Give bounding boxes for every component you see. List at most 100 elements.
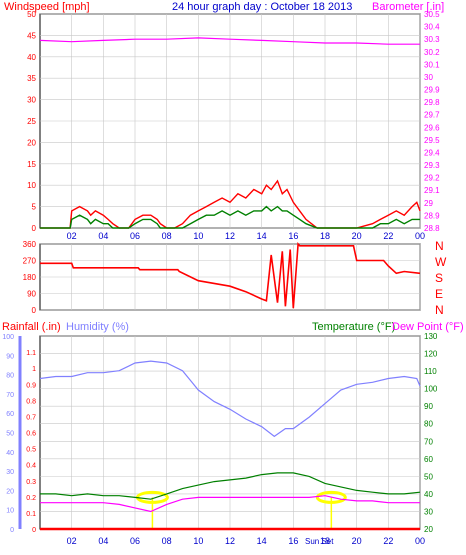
rain-y-tick-label: 0.1 xyxy=(26,511,36,518)
humidity-y-tick-label: 90 xyxy=(6,353,14,360)
humidity-y-tick-label: 60 xyxy=(6,411,14,418)
rain-y-tick-label: 0.3 xyxy=(26,479,36,486)
compass-letter-n-top: N xyxy=(435,239,444,253)
series-line-dir xyxy=(40,242,421,309)
wind-y-tick-label: 45 xyxy=(27,31,36,40)
series-line-wind xyxy=(40,205,420,229)
humidity-y-tick-label: 70 xyxy=(6,392,14,399)
humidity-y-tick-label: 30 xyxy=(6,469,14,476)
baro-y-tick-label: 29.1 xyxy=(424,186,440,195)
baro-y-tick-label: 28.8 xyxy=(424,224,440,233)
wind-x-tick-label: 10 xyxy=(193,231,203,241)
rain-y-tick-label: 0.6 xyxy=(26,431,36,438)
temperature-y-tick-label: 110 xyxy=(424,367,437,376)
wind-x-tick-label: 14 xyxy=(257,231,267,241)
series-line-temperature xyxy=(40,472,421,500)
baro-y-tick-label: 28.9 xyxy=(424,211,440,220)
wind-y-tick-label: 15 xyxy=(27,160,36,169)
humidity-y-tick-label: 80 xyxy=(6,373,14,380)
climate-x-tick-label: 02 xyxy=(67,536,77,546)
baro-y-tick-label: 29.4 xyxy=(424,148,440,157)
climate-x-tick-label: 14 xyxy=(257,536,267,546)
wind-x-tick-label: 04 xyxy=(98,231,108,241)
wind-x-tick-label: 02 xyxy=(67,231,77,241)
climate-x-tick-label: 22 xyxy=(383,536,393,546)
temperature-axis-label: Temperature (°F) xyxy=(312,321,395,333)
rainfall-axis-label: Rainfall (.in) xyxy=(2,321,61,333)
climate-x-tick-label: 04 xyxy=(98,536,108,546)
baro-y-tick-label: 30.1 xyxy=(424,60,440,69)
humidity-y-tick-label: 20 xyxy=(6,488,14,495)
wind-x-tick-label: 08 xyxy=(162,231,172,241)
direction-y-tick-label: 180 xyxy=(23,273,37,282)
baro-y-tick-label: 29.3 xyxy=(424,161,440,170)
wind-y-tick-label: 20 xyxy=(27,138,36,147)
direction-y-tick-label: 90 xyxy=(27,290,36,299)
baro-y-tick-label: 30.2 xyxy=(424,48,440,57)
wind-y-tick-label: 35 xyxy=(27,74,36,83)
wind-x-tick-label: 18 xyxy=(320,231,330,241)
climate-x-tick-label: 12 xyxy=(225,536,235,546)
humidity-axis-label: Humidity (%) xyxy=(66,321,129,333)
baro-y-tick-label: 30.5 xyxy=(424,10,440,19)
compass-letter-n-bottom: N xyxy=(435,303,444,317)
direction-y-tick-label: 360 xyxy=(23,240,37,249)
rain-y-tick-label: 1.1 xyxy=(26,350,36,357)
rain-y-tick-label: 1 xyxy=(32,366,36,373)
direction-y-tick-label: 0 xyxy=(32,306,37,315)
wind-y-tick-label: 50 xyxy=(27,10,36,19)
climate-x-tick-label: 00 xyxy=(415,536,425,546)
grid-lines xyxy=(18,13,421,530)
wind-x-tick-label: 12 xyxy=(225,231,235,241)
rain-y-tick-label: 0.4 xyxy=(26,463,36,470)
wind-y-tick-label: 25 xyxy=(27,117,36,126)
series-lines xyxy=(39,37,421,531)
wind-x-tick-label: 20 xyxy=(352,231,362,241)
rain-y-tick-label: 0.5 xyxy=(26,447,36,454)
rain-y-tick-label: 0.7 xyxy=(26,414,36,421)
wind-y-tick-label: 0 xyxy=(32,224,37,233)
climate-x-tick-label: 10 xyxy=(193,536,203,546)
compass-letter-e: E xyxy=(435,287,443,301)
humidity-y-tick-label: 50 xyxy=(6,431,14,438)
wind-y-tick-label: 5 xyxy=(32,203,37,212)
climate-x-tick-label: 08 xyxy=(162,536,172,546)
baro-y-tick-label: 29.2 xyxy=(424,174,440,183)
temperature-y-tick-label: 30 xyxy=(424,507,433,516)
baro-y-tick-label: 30 xyxy=(424,73,433,82)
climate-x-tick-label: 06 xyxy=(130,536,140,546)
series-line-dewpoint xyxy=(40,495,420,513)
temperature-y-tick-label: 90 xyxy=(424,402,433,411)
rain-y-tick-label: 0 xyxy=(32,527,36,534)
temperature-y-tick-label: 80 xyxy=(424,420,433,429)
baro-y-tick-label: 30.4 xyxy=(424,23,440,32)
baro-y-tick-label: 29.8 xyxy=(424,98,440,107)
baro-y-tick-label: 29.7 xyxy=(424,111,440,120)
rain-y-tick-label: 0.2 xyxy=(26,495,36,502)
baro-y-tick-label: 29.9 xyxy=(424,86,440,95)
temperature-y-tick-label: 120 xyxy=(424,350,438,359)
temperature-y-tick-label: 70 xyxy=(424,437,433,446)
compass-letter-w: W xyxy=(435,255,447,269)
wind-y-tick-label: 40 xyxy=(27,53,36,62)
wind-y-tick-label: 10 xyxy=(27,181,36,190)
climate-x-tick-label: 16 xyxy=(288,536,298,546)
temperature-y-tick-label: 50 xyxy=(424,472,433,481)
direction-y-tick-label: 270 xyxy=(23,257,37,266)
wind-x-tick-label: 00 xyxy=(415,231,425,241)
baro-y-tick-label: 30.3 xyxy=(424,35,440,44)
temperature-y-tick-label: 20 xyxy=(424,525,433,534)
baro-y-tick-label: 29.6 xyxy=(424,123,440,132)
temperature-y-tick-label: 100 xyxy=(424,385,438,394)
wind-y-tick-label: 30 xyxy=(27,96,36,105)
humidity-y-tick-label: 40 xyxy=(6,450,14,457)
windspeed-axis-label: Windspeed [mph] xyxy=(4,1,90,13)
temperature-y-tick-label: 130 xyxy=(424,332,438,341)
climate-x-tick-label: 18 xyxy=(320,536,330,546)
humidity-y-tick-label: 10 xyxy=(6,508,14,515)
rain-y-tick-label: 0.8 xyxy=(26,398,36,405)
wind-x-tick-label: 22 xyxy=(383,231,393,241)
rain-y-tick-label: 0.9 xyxy=(26,382,36,389)
barometer-axis-label: Barometer [.in] xyxy=(372,1,444,13)
